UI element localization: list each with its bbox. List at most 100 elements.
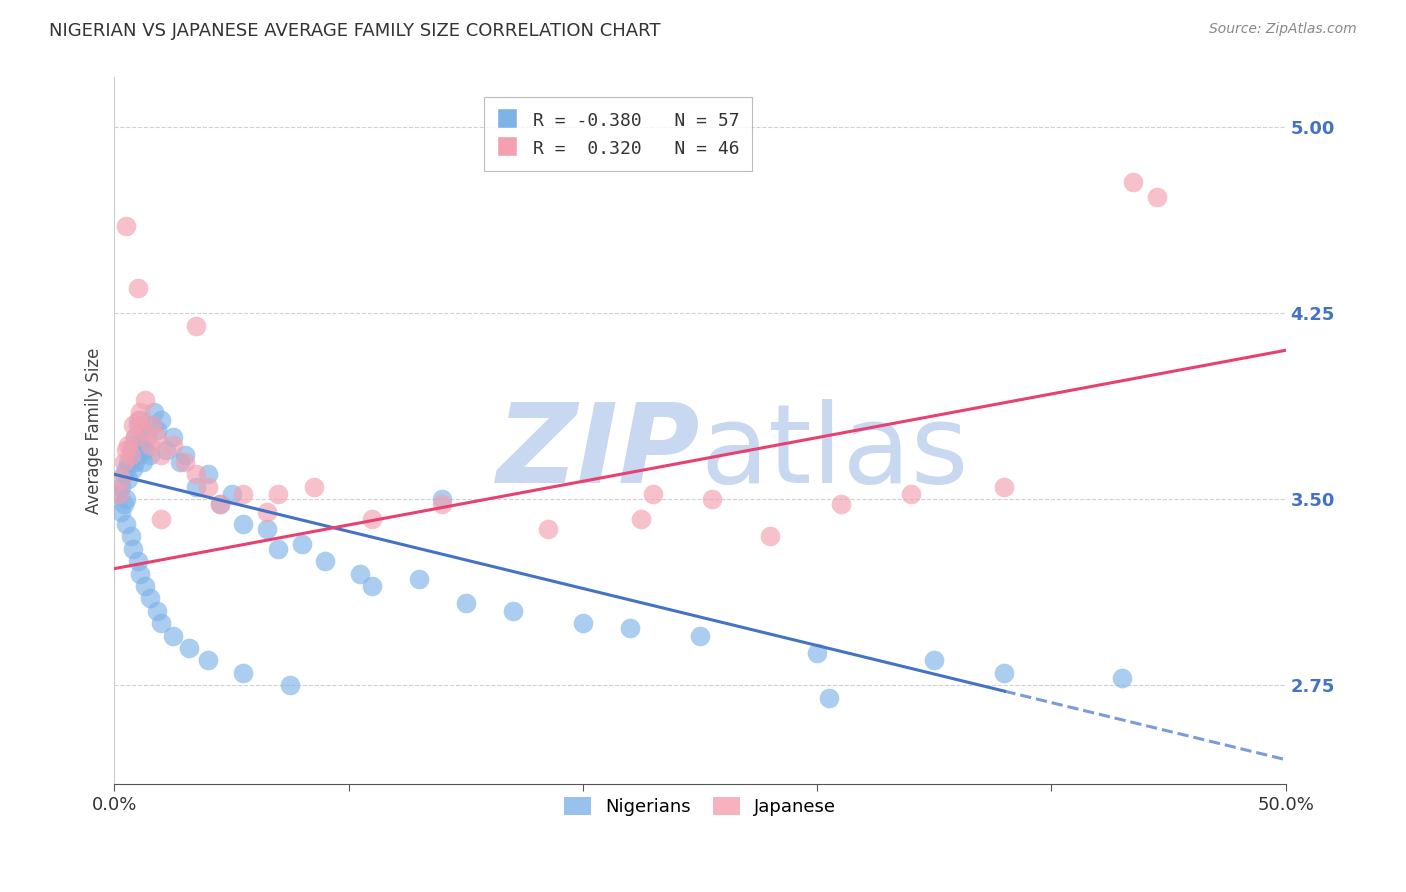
Point bbox=[150, 512, 173, 526]
Point bbox=[806, 646, 828, 660]
Point bbox=[689, 629, 711, 643]
Point bbox=[267, 541, 290, 556]
Text: NIGERIAN VS JAPANESE AVERAGE FAMILY SIZE CORRELATION CHART: NIGERIAN VS JAPANESE AVERAGE FAMILY SIZE… bbox=[49, 22, 661, 40]
Point bbox=[830, 497, 852, 511]
Point bbox=[291, 537, 314, 551]
Point bbox=[141, 417, 163, 432]
Point bbox=[643, 487, 665, 501]
Point bbox=[108, 487, 131, 501]
Point bbox=[115, 516, 138, 531]
Point bbox=[162, 437, 184, 451]
Point bbox=[432, 492, 454, 507]
Point bbox=[117, 437, 139, 451]
Point bbox=[179, 640, 201, 655]
Point bbox=[134, 579, 156, 593]
Point bbox=[150, 413, 173, 427]
Point bbox=[138, 437, 160, 451]
Point bbox=[361, 579, 384, 593]
Point bbox=[122, 417, 145, 432]
Point bbox=[145, 423, 167, 437]
Point bbox=[122, 437, 145, 451]
Point bbox=[129, 437, 152, 451]
Point bbox=[129, 405, 152, 419]
Point bbox=[162, 430, 184, 444]
Point bbox=[256, 522, 278, 536]
Point bbox=[993, 665, 1015, 680]
Point bbox=[186, 318, 208, 333]
Point bbox=[922, 653, 945, 667]
Point bbox=[115, 462, 138, 476]
Point bbox=[208, 497, 231, 511]
Point bbox=[232, 516, 254, 531]
Point bbox=[145, 430, 167, 444]
Point bbox=[124, 430, 146, 444]
Point bbox=[129, 566, 152, 581]
Point bbox=[108, 487, 131, 501]
Point bbox=[197, 480, 219, 494]
Point bbox=[110, 504, 132, 518]
Point bbox=[619, 621, 641, 635]
Point bbox=[1111, 671, 1133, 685]
Point bbox=[208, 497, 231, 511]
Point bbox=[127, 281, 149, 295]
Point bbox=[155, 442, 177, 457]
Point bbox=[145, 604, 167, 618]
Point bbox=[127, 417, 149, 432]
Point bbox=[120, 529, 142, 543]
Point bbox=[115, 442, 138, 457]
Point bbox=[124, 430, 146, 444]
Point bbox=[302, 480, 325, 494]
Text: ZIP: ZIP bbox=[496, 399, 700, 506]
Point bbox=[112, 455, 135, 469]
Point bbox=[117, 455, 139, 469]
Point bbox=[136, 430, 159, 444]
Point bbox=[700, 492, 723, 507]
Point bbox=[134, 392, 156, 407]
Point bbox=[124, 455, 146, 469]
Point bbox=[143, 405, 166, 419]
Point bbox=[759, 529, 782, 543]
Point bbox=[131, 423, 153, 437]
Point bbox=[115, 219, 138, 234]
Point bbox=[630, 512, 652, 526]
Point bbox=[221, 487, 243, 501]
Point bbox=[122, 541, 145, 556]
Point bbox=[900, 487, 922, 501]
Point bbox=[127, 554, 149, 568]
Point bbox=[127, 413, 149, 427]
Point bbox=[110, 480, 132, 494]
Legend: Nigerians, Japanese: Nigerians, Japanese bbox=[555, 788, 845, 825]
Point bbox=[131, 423, 153, 437]
Point bbox=[134, 442, 156, 457]
Text: atlas: atlas bbox=[700, 399, 969, 506]
Point bbox=[122, 462, 145, 476]
Point bbox=[150, 448, 173, 462]
Point bbox=[537, 522, 560, 536]
Point bbox=[120, 448, 142, 462]
Text: Source: ZipAtlas.com: Source: ZipAtlas.com bbox=[1209, 22, 1357, 37]
Point bbox=[173, 448, 195, 462]
Point bbox=[138, 591, 160, 606]
Point bbox=[432, 497, 454, 511]
Point bbox=[454, 596, 477, 610]
Point bbox=[361, 512, 384, 526]
Point bbox=[129, 413, 152, 427]
Point bbox=[186, 467, 208, 482]
Point bbox=[127, 448, 149, 462]
Point bbox=[131, 455, 153, 469]
Point bbox=[169, 455, 191, 469]
Point bbox=[408, 572, 430, 586]
Point bbox=[232, 487, 254, 501]
Point bbox=[186, 480, 208, 494]
Point bbox=[197, 467, 219, 482]
Point bbox=[110, 472, 132, 486]
Point bbox=[1122, 175, 1144, 189]
Point bbox=[993, 480, 1015, 494]
Point bbox=[314, 554, 336, 568]
Point bbox=[115, 492, 138, 507]
Point bbox=[1146, 189, 1168, 203]
Point bbox=[349, 566, 371, 581]
Point bbox=[502, 604, 524, 618]
Y-axis label: Average Family Size: Average Family Size bbox=[86, 348, 103, 514]
Point bbox=[138, 448, 160, 462]
